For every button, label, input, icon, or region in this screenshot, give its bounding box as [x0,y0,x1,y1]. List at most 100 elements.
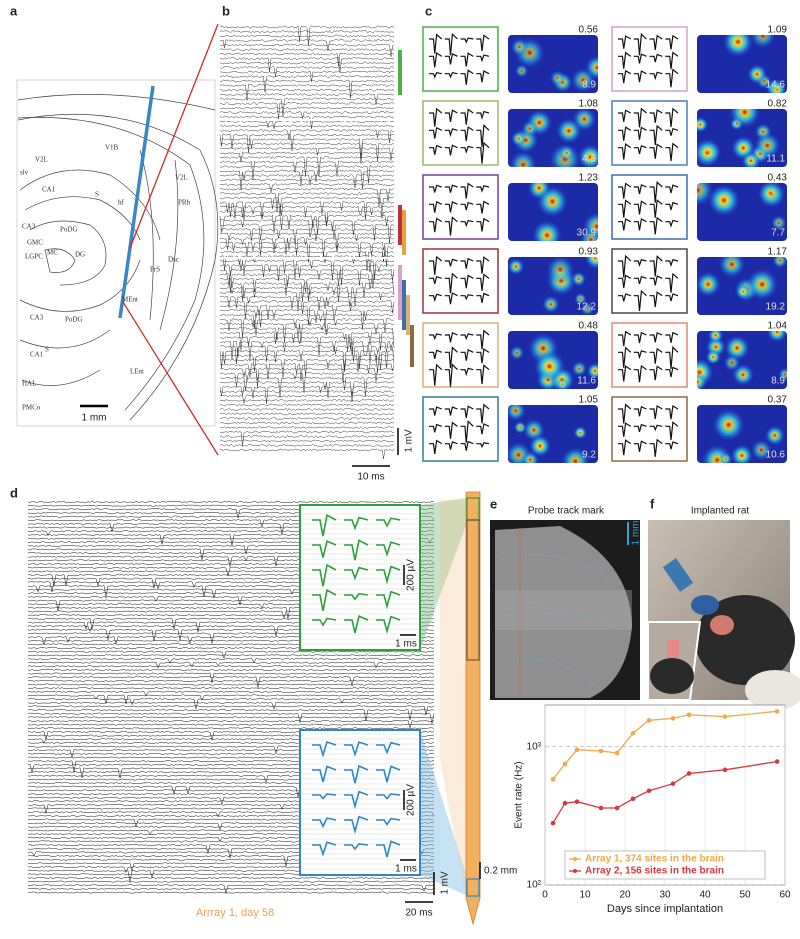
trace [219,291,395,311]
trace [219,435,395,438]
map-value: 11.6 [577,376,596,387]
rate-blob [697,358,714,386]
scale-label: 200 µV [406,559,417,591]
trace [219,444,395,447]
waveform [649,124,663,145]
trace [27,665,435,668]
trace [220,300,395,319]
waveform [633,218,647,231]
probe-track [118,85,155,319]
waveform [476,442,490,449]
waveform [618,439,632,456]
trace [219,268,395,288]
spike-waveform [344,516,369,531]
rate-map [697,183,787,241]
rate-blob [705,349,721,365]
rate-blob [697,271,721,297]
rate-map [508,405,598,463]
region-label: PRh [178,199,191,207]
spike-waveform [344,615,369,634]
waveform [476,34,490,52]
inset-frame [299,504,421,651]
trace [219,124,395,128]
trace [219,246,395,267]
peak-rate: 1.09 [768,25,788,36]
map-value: 8.9 [582,80,596,91]
trace [27,880,435,883]
data-point [646,718,652,723]
rate-blob [732,364,754,386]
region-label: HAL [22,380,36,388]
x-tick-label: 10 [579,890,591,901]
rat-photo [647,520,800,710]
waveform [460,219,474,228]
waveform [633,144,647,155]
trace [220,156,395,177]
x-tick-label: 60 [779,890,791,901]
waveform [429,255,443,275]
data-point [722,714,728,719]
trace [220,353,395,373]
region-label: V1B [105,144,119,152]
panel-letter: d [10,485,18,500]
trace [219,336,395,356]
peak-rate: 1.17 [768,247,788,258]
map-value: 19.2 [766,302,786,313]
trace [219,273,395,293]
waveform [460,37,474,44]
waveform [444,258,458,267]
waveform [444,201,458,213]
data-point [562,800,568,806]
waveform [429,349,442,360]
waveform [429,184,442,193]
zoom-wedge [420,730,468,896]
trace [27,661,435,669]
y-tick-label: 10² [527,880,542,891]
x-tick-label: 40 [699,890,711,901]
rate-blob [764,425,785,446]
spike-waveform [312,765,337,783]
rate-blob [549,70,566,86]
rate-map [508,331,598,389]
trace [219,66,395,78]
rate-blob [719,452,732,463]
trace [219,412,395,416]
trace [219,43,395,57]
waveform [665,366,679,378]
trace [219,93,395,105]
rate-blob [708,184,740,217]
waveform [444,144,458,156]
rate-map [697,109,787,167]
spike-waveform [344,815,369,835]
trace [27,687,435,690]
scale-label: 1 mV [440,871,451,895]
rate-blob [514,64,529,78]
rate-blob [746,268,778,301]
waveform [429,52,443,68]
legend-box [564,850,766,880]
trace [27,650,435,660]
spike-waveform [376,840,401,858]
waveform [618,403,632,424]
rate-blob [730,444,753,463]
zoom-line [129,23,219,249]
rate-blob [747,64,767,85]
peak-rate: 0.93 [579,247,599,258]
waveform [633,53,647,64]
scale-label: 1 mV [404,429,415,453]
trace [219,25,395,46]
waveform [429,33,443,54]
waveform [429,144,442,155]
waveform [618,274,632,289]
rate-blob [750,35,776,49]
waveform [618,422,632,437]
peak-rate: 0.82 [768,99,788,110]
waveform [460,52,474,67]
trace [27,723,435,726]
waveform [633,364,647,383]
waveform [618,126,632,141]
panel-title: Implanted rat [691,506,750,517]
trace [219,30,395,33]
waveform [444,421,458,439]
